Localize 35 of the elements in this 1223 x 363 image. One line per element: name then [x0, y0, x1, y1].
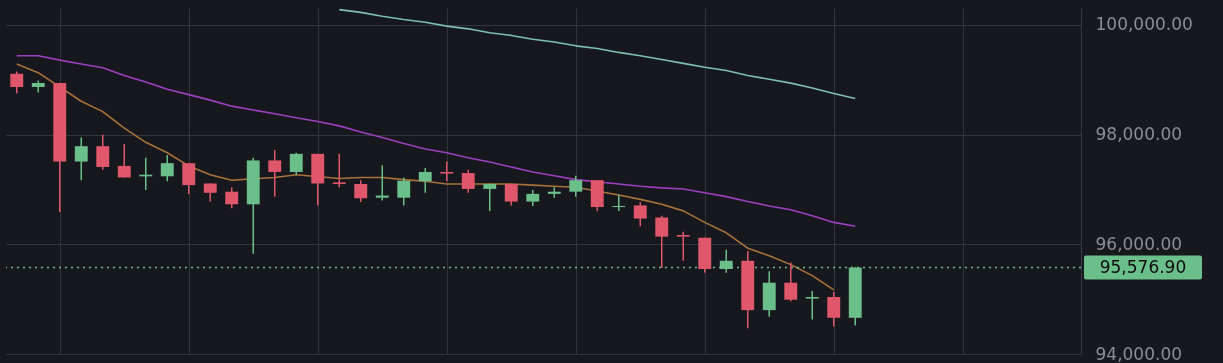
- candlestick: [354, 179, 368, 203]
- candlestick: [268, 149, 282, 198]
- candlestick: [504, 182, 518, 207]
- ref-line-label: 95,576.90: [1099, 256, 1187, 277]
- line-series: [338, 8, 857, 100]
- candlestick: [203, 182, 217, 203]
- candlestick: [160, 154, 174, 183]
- y-tick-label: 98,000.00: [1095, 124, 1183, 145]
- candlestick: [676, 230, 690, 262]
- candlestick: [418, 167, 432, 194]
- candlestick: [332, 153, 346, 189]
- candlestick: [440, 160, 454, 183]
- candlestick: [784, 261, 798, 303]
- candlestick: [182, 162, 196, 195]
- line-series: [15, 63, 835, 291]
- candlestick: [612, 194, 626, 212]
- candlestick: [289, 152, 303, 176]
- y-tick-label: 100,000.00: [1095, 14, 1193, 35]
- line-series: [15, 54, 857, 228]
- candlestick: [397, 176, 411, 207]
- candlestick: [225, 186, 239, 209]
- candlestick: [96, 133, 110, 171]
- y-tick-label: 96,000.00: [1095, 233, 1183, 254]
- y-tick-label: 94,000.00: [1095, 343, 1183, 363]
- candlestick: [375, 164, 389, 202]
- candlestick: [74, 136, 88, 181]
- candlestick: [805, 290, 819, 321]
- candlestick: [569, 175, 583, 198]
- candlestick: [10, 70, 24, 95]
- candlestick: [117, 143, 131, 179]
- candlestick: [461, 169, 475, 194]
- candlestick: [483, 182, 497, 212]
- candlestick: [633, 201, 647, 227]
- candlestick: [655, 215, 669, 269]
- candlestick: [827, 291, 841, 328]
